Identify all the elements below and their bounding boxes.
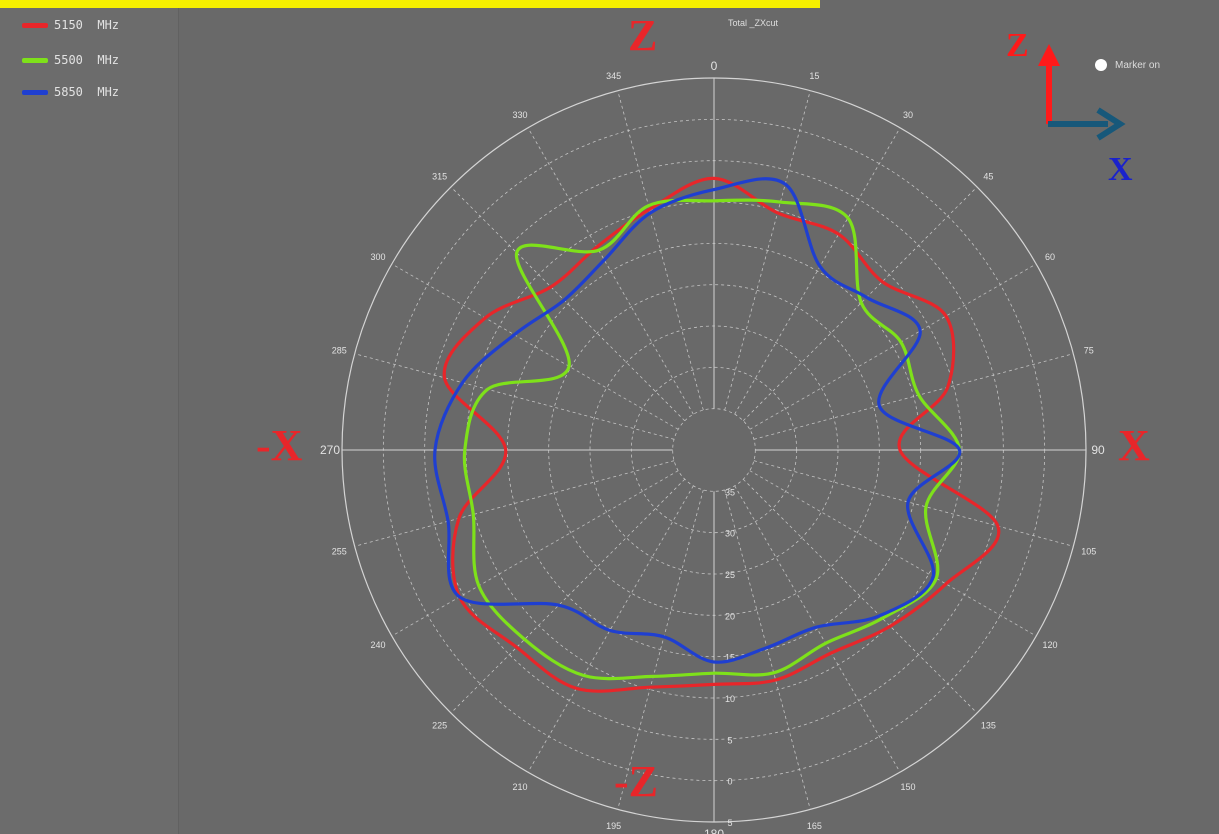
angle-tick-label: 345 (606, 71, 621, 81)
title-highlight-strip (0, 0, 820, 8)
angle-tick-label: 270 (320, 443, 340, 457)
angle-tick-label: 210 (512, 782, 527, 792)
axis-icon-x-label: X (1108, 151, 1133, 188)
marker-on-toggle[interactable]: Marker on (1095, 59, 1160, 71)
legend-label: 5150 MHz (54, 18, 120, 32)
grid-spoke (391, 470, 679, 637)
grid-spoke (742, 186, 978, 422)
grid-spoke (617, 489, 704, 810)
legend-item-5150[interactable]: 5150 MHz (22, 15, 119, 35)
angle-tick-label: 120 (1043, 640, 1058, 650)
legend-swatch (22, 57, 48, 63)
angle-tick-label: 165 (807, 821, 822, 831)
grid-spoke (724, 489, 811, 810)
series-layer (433, 176, 1001, 693)
grid-spoke (753, 353, 1074, 440)
grid-spoke (724, 90, 811, 411)
z-axis-arrowhead (1038, 44, 1060, 66)
legend-panel: 5150 MHz 5500 MHz 5850 MHz (0, 0, 179, 834)
grid-spoke (450, 186, 686, 422)
marker-radio-dot[interactable] (1095, 59, 1107, 71)
x-axis-arrowhead (1096, 107, 1126, 141)
grid-spoke (354, 353, 675, 440)
radial-tick-label: 0 (727, 777, 732, 787)
grid-spoke (734, 485, 901, 773)
angle-tick-label: 255 (332, 546, 347, 556)
legend-item-5850[interactable]: 5850 MHz (22, 82, 119, 102)
grid-ring (672, 408, 756, 492)
angle-tick-label: 75 (1084, 346, 1094, 356)
grid-spoke (753, 460, 1074, 547)
radial-tick-label: 10 (725, 694, 735, 704)
angle-tick-label: 15 (809, 71, 819, 81)
angle-tick-label: 240 (370, 640, 385, 650)
angle-tick-label: 135 (981, 720, 996, 730)
grid-spoke (391, 263, 679, 430)
axis-orientation-icon (1038, 44, 1126, 141)
angle-tick-label: 0 (711, 59, 718, 73)
legend-item-5500[interactable]: 5500 MHz (22, 50, 119, 70)
radial-tick-label: 15 (725, 653, 735, 663)
axis-icon-z-label: Z (1006, 27, 1029, 64)
grid-spoke (354, 460, 675, 547)
angle-tick-label: 225 (432, 720, 447, 730)
angle-tick-label: 300 (370, 252, 385, 262)
angle-tick-label: 45 (983, 172, 993, 182)
neg-z-direction-label: -Z (614, 757, 658, 806)
grid-spoke (617, 90, 704, 411)
legend-swatch (22, 22, 48, 28)
angle-tick-label: 180 (704, 827, 724, 834)
angle-tick-label: 315 (432, 172, 447, 182)
radial-tick-label: 35 (725, 487, 735, 497)
grid-spoke (450, 478, 686, 714)
grid-spoke (734, 127, 901, 415)
legend-label: 5850 MHz (54, 85, 120, 99)
radial-tick-label: 25 (725, 570, 735, 580)
series-line-5150-mhz (442, 176, 1001, 693)
radial-tick-label: 5 (727, 735, 732, 745)
marker-on-label: Marker on (1115, 59, 1161, 71)
angle-tick-label: 150 (900, 782, 915, 792)
angle-tick-label: 60 (1045, 252, 1055, 262)
series-line-5850-mhz (433, 177, 962, 664)
polar-grid: 0153045607590105120135150165180195210225… (320, 59, 1105, 834)
radial-tick-label: 5 (727, 818, 732, 828)
grid-spoke (749, 470, 1037, 637)
grid-spoke (527, 485, 694, 773)
x-direction-label: X (1118, 421, 1150, 470)
chart-title: Total _ZXcut (728, 18, 779, 28)
angle-tick-label: 285 (332, 346, 347, 356)
angle-tick-label: 30 (903, 110, 913, 120)
angle-tick-label: 195 (606, 821, 621, 831)
z-direction-label: Z (628, 11, 658, 60)
angle-tick-label: 105 (1081, 546, 1096, 556)
grid-spoke (749, 263, 1037, 430)
legend-swatch (22, 89, 48, 95)
series-line-5500-mhz (462, 198, 962, 681)
radial-tick-label: 30 (725, 529, 735, 539)
grid-spoke (527, 127, 694, 415)
angle-tick-label: 330 (512, 110, 527, 120)
angle-tick-label: 90 (1091, 443, 1105, 457)
radial-tick-label: 20 (725, 611, 735, 621)
neg-x-direction-label: -X (256, 421, 303, 470)
grid-spoke (742, 478, 978, 714)
legend-label: 5500 MHz (54, 53, 120, 67)
